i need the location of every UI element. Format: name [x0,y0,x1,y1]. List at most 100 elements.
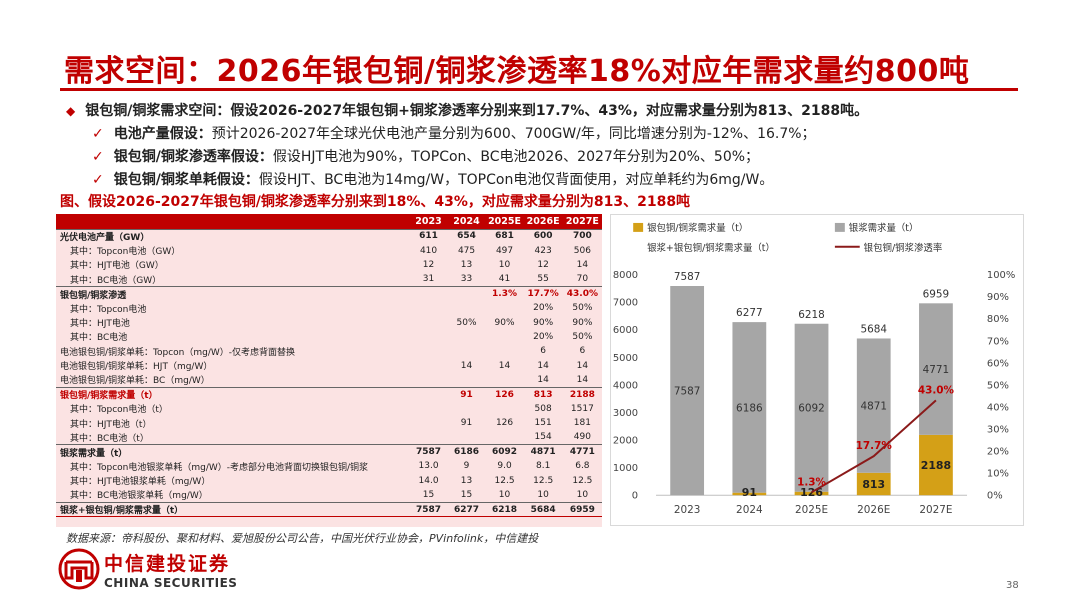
y-tick-label: 4000 [613,380,638,391]
table-cell: 4871 [523,444,563,460]
bullet-sub: ✓ 银包铜/铜浆单耗假设：假设HJT、BC电池为14mg/W，TOPCon电池仅背… [66,169,1026,192]
table-cell: 506 [573,245,591,256]
table-cell: 55 [537,274,549,285]
table-cell [486,344,524,358]
table-header-year: 2023 [409,214,448,229]
logo-cn-text: 中信建投证券 [104,552,231,575]
table-cell: 10 [537,489,549,500]
checkmark-icon: ✓ [92,126,104,142]
table-row: 其中：HJT电池（GW） 12 13 10 12 14 [56,258,602,272]
bar-label-total: 6277 [736,307,763,319]
table-row-label: 其中：Topcon电池（GW） [70,247,181,258]
y2-tick-label: 80% [987,314,1009,325]
table-cell [448,330,486,344]
table-cell: 497 [495,245,514,256]
table-row: 其中：HJT电池（t） 91 126 151 181 [56,416,602,430]
bar-label-gray: 7587 [674,386,701,398]
table-cell: 14 [537,374,549,385]
table-cell: 90% [494,317,515,328]
table-header-year: 2026E [523,214,563,229]
bullet-sub-text: 假设HJT电池为90%，TOPCon、BC电池2026、2027年分别为20%、… [272,149,760,165]
table-row-label: 银包铜/铜浆需求量（t） [56,386,410,402]
y2-tick-label: 90% [987,292,1009,303]
y-tick-label: 5000 [613,353,638,364]
bar-label-gray: 4871 [860,401,887,413]
legend-label: 银包铜/铜浆需求量（t） [647,222,748,234]
table-cell: 70 [576,274,589,285]
table-row: 其中：Topcon电池 20% 50% [56,301,602,315]
y2-tick-label: 0% [987,491,1003,502]
legend-swatch-gray [834,222,845,232]
table-row: 其中：Topcon电池（t） 508 1517 [56,402,602,416]
table-cell [409,386,448,402]
table-row: 银包铜/铜浆需求量（t） 91 126 813 2188 [56,386,602,402]
table-row: 其中：BC电池（GW） 31 33 41 55 70 [56,272,602,286]
bar-label-gray: 6092 [798,403,825,415]
table-cell: 12 [537,259,549,270]
table-row: 其中：HJT电池银浆单耗（mg/W） 14.0 13 12.5 12.5 12.5 [56,474,602,488]
table-header-year: 2024 [447,214,486,229]
y2-tick-label: 10% [987,469,1009,480]
y-tick-label: 8000 [613,270,638,281]
table-row-label: 银包铜/铜浆渗透 [56,286,410,301]
bar-label-yellow: 2188 [921,459,951,472]
table-row-label: 银浆需求量（t） [56,444,410,460]
table-cell: 15 [460,489,473,500]
bar-gray [670,286,705,496]
table-cell: 12.5 [494,475,515,486]
bar-label-total: 5684 [860,324,887,336]
legend-swatch-yellow [633,222,644,232]
demand-chart: 银包铜/铜浆需求量（t） 银浆需求量（t） 银浆+银包铜/铜浆需求量（t） 银包铜/铜… [610,214,1024,526]
table-cell: 17.7% [523,286,563,301]
bullet-main-text: 银包铜/铜浆需求空间：假设2026-2027年银包铜+铜浆渗透率分别来到17.7… [85,103,869,119]
table-cell [410,344,448,358]
bar-label-gray: 4771 [923,364,950,376]
table-cell [410,373,448,387]
table-row: 银包铜/铜浆渗透 1.3% 17.7% 43.0% [56,286,602,301]
table-row-label: 其中：BC电池（t） [70,433,149,444]
citic-logo-icon [58,548,100,590]
table-cell: 90% [533,317,554,328]
table-row-label: 光伏电池产量（GW） [56,228,410,244]
table-cell: 14 [576,259,589,270]
table-row-label: 电池银包铜/铜浆单耗：BC（mg/W） [60,376,210,387]
table-cell [486,330,524,344]
bar-yellow [856,472,891,496]
data-table-panel: 2023 2024 2025E 2026E 2027E 光伏电池产量（GW） 611 654… [56,214,602,527]
source-note: 数据来源：帝科股份、聚和材料、爱旭股份公司公告，中国光伏行业协会，PVinfol… [66,532,539,545]
table-row: 其中：HJT电池 50% 90% 90% 90% [56,315,602,330]
table-row-label: 其中：HJT电池银浆单耗（mg/W） [70,477,211,488]
bar-gray [732,322,767,493]
table-cell [448,402,486,416]
table-row: 电池银包铜/铜浆单耗：HJT（mg/W） 14 14 14 14 [56,359,602,373]
bullet-sub-text: 预计2026-2027年全球光伏电池产量分别为600、700GW/年，同比增速分… [211,126,816,142]
bar-yellow [794,491,829,496]
table-cell: 1517 [570,403,594,414]
table-cell: 6.8 [575,461,590,472]
table-cell: 10 [576,489,589,500]
table-cell: 7587 [409,501,448,518]
table-row-label: 其中：HJT电池（t） [70,419,152,430]
bar-label-gray: 6186 [736,402,763,414]
table-cell: 9.0 [497,461,512,472]
legend-label: 银包铜/铜浆渗透率 [864,242,943,254]
table-cell [448,344,486,358]
table-row-label: 银浆+银包铜/铜浆需求量（t） [56,501,410,518]
table-cell: 50% [572,303,593,314]
penetration-line [811,399,937,494]
x-tick-label: 2027E [919,504,952,516]
line-point-label: 1.3% [797,476,826,488]
table-cell: 14 [576,360,589,371]
bar-label-total: 7587 [674,271,701,283]
table-row-label: 电池银包铜/铜浆单耗：HJT（mg/W） [60,362,213,373]
y-tick-label: 7000 [613,298,638,309]
company-logo: 中信建投证券 CHINA SECURITIES [58,548,237,590]
x-tick-label: 2024 [736,504,763,516]
table-cell: 50% [572,331,593,342]
table-cell: 10 [498,489,511,500]
table-cell [410,430,448,444]
table-cell: 151 [534,418,552,429]
logo-en-text: CHINA SECURITIES [104,575,238,590]
table-cell: 20% [533,303,554,314]
table-row-label: 其中：Topcon电池 [70,304,147,315]
